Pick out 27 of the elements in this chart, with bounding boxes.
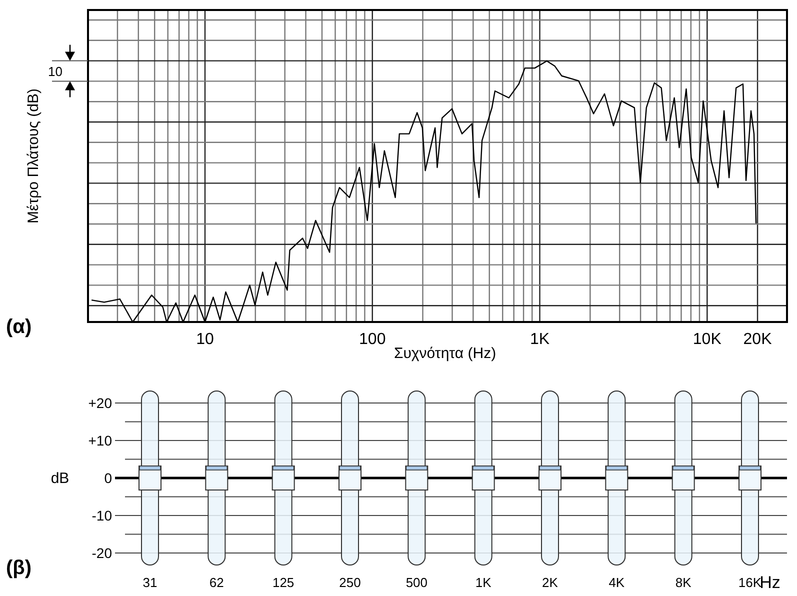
x-axis-title: Συχνότητα (Hz) xyxy=(394,345,496,362)
x-tick-label: 10K xyxy=(692,331,722,348)
x-tick-label: 125 xyxy=(272,575,294,590)
x-tick-label: 10 xyxy=(196,331,214,348)
y-tick-label: +10 xyxy=(88,432,112,448)
x-tick-label: 2K xyxy=(542,575,558,590)
x-axis-title: Hz xyxy=(760,573,780,592)
x-tick-label: 1K xyxy=(475,575,492,590)
y-axis-title: Μέτρο Πλάτους (dB) xyxy=(25,88,42,224)
x-tick-label: 100 xyxy=(359,331,386,348)
y-tick-label: -20 xyxy=(92,545,112,561)
x-tick-label: 31 xyxy=(142,575,158,590)
y-axis-title: dB xyxy=(50,470,70,487)
y-tick-label: -10 xyxy=(92,508,112,524)
x-tick-label: 20K xyxy=(743,331,772,348)
x-tick-label: 500 xyxy=(406,575,428,590)
text: 10 xyxy=(48,64,62,79)
x-tick-label: 8K xyxy=(675,575,692,590)
x-tick-label: 250 xyxy=(339,575,361,590)
y-tick-label: +20 xyxy=(88,395,112,411)
x-tick-label: 62 xyxy=(209,575,224,590)
text: (α) xyxy=(6,316,32,338)
text: (β) xyxy=(6,557,32,579)
x-tick-label: 1K xyxy=(530,331,550,348)
x-tick-label: 16K xyxy=(738,575,762,590)
y-tick-label: 0 xyxy=(104,470,112,486)
x-tick-label: 4K xyxy=(608,575,625,590)
